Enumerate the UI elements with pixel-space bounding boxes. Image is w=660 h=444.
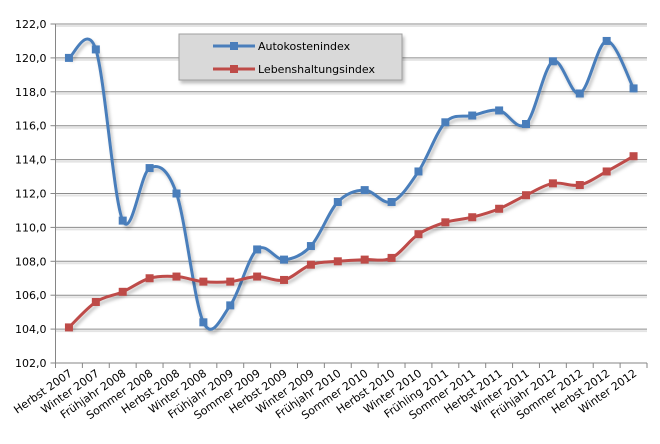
data-point-lebenshaltungsindex bbox=[548, 179, 557, 188]
data-point-lebenshaltungsindex bbox=[360, 255, 369, 264]
data-point-lebenshaltungsindex bbox=[280, 275, 289, 284]
data-point-autokostenindex bbox=[226, 301, 235, 310]
data-point-lebenshaltungsindex bbox=[333, 257, 342, 266]
y-tick-label: 114,0 bbox=[15, 154, 47, 167]
data-point-lebenshaltungsindex bbox=[602, 167, 611, 176]
data-point-lebenshaltungsindex bbox=[575, 181, 584, 190]
data-point-lebenshaltungsindex bbox=[629, 152, 638, 161]
legend-box bbox=[178, 33, 403, 81]
data-point-autokostenindex bbox=[172, 189, 181, 198]
legend-label-autokostenindex: Autokostenindex bbox=[258, 40, 351, 53]
data-point-autokostenindex bbox=[387, 197, 396, 206]
data-point-lebenshaltungsindex bbox=[172, 272, 181, 281]
data-point-autokostenindex bbox=[602, 36, 611, 45]
legend: Autokostenindex Lebenshaltungsindex bbox=[178, 33, 403, 81]
data-point-autokostenindex bbox=[360, 186, 369, 195]
data-point-autokostenindex bbox=[118, 216, 127, 225]
data-point-lebenshaltungsindex bbox=[414, 230, 423, 239]
data-point-lebenshaltungsindex bbox=[199, 277, 208, 286]
y-tick-label: 122,0 bbox=[15, 18, 47, 31]
y-tick-label: 110,0 bbox=[15, 221, 47, 234]
data-point-autokostenindex bbox=[548, 57, 557, 66]
data-point-lebenshaltungsindex bbox=[64, 323, 73, 332]
data-point-autokostenindex bbox=[575, 89, 584, 98]
data-point-lebenshaltungsindex bbox=[145, 274, 154, 283]
data-point-autokostenindex bbox=[629, 84, 638, 93]
legend-marker-autokostenindex bbox=[230, 42, 238, 50]
y-tick-label: 116,0 bbox=[15, 120, 47, 133]
data-point-autokostenindex bbox=[145, 164, 154, 173]
series-line-lebenshaltungsindex bbox=[67, 154, 635, 329]
data-point-lebenshaltungsindex bbox=[226, 277, 235, 286]
y-tick-label: 120,0 bbox=[15, 52, 47, 65]
y-tick-label: 106,0 bbox=[15, 289, 47, 302]
y-tick-label: 104,0 bbox=[15, 323, 47, 336]
data-point-autokostenindex bbox=[522, 120, 531, 129]
data-point-lebenshaltungsindex bbox=[306, 260, 315, 269]
data-point-autokostenindex bbox=[64, 53, 73, 62]
data-point-autokostenindex bbox=[468, 111, 477, 120]
legend-label-lebenshaltungsindex: Lebenshaltungsindex bbox=[258, 63, 375, 76]
legend-marker-lebenshaltungsindex bbox=[230, 65, 238, 73]
y-tick-label: 102,0 bbox=[15, 357, 47, 370]
data-point-autokostenindex bbox=[91, 45, 100, 54]
data-point-autokostenindex bbox=[441, 118, 450, 127]
data-point-lebenshaltungsindex bbox=[91, 297, 100, 306]
data-point-lebenshaltungsindex bbox=[118, 287, 127, 296]
data-point-autokostenindex bbox=[333, 197, 342, 206]
data-point-lebenshaltungsindex bbox=[468, 213, 477, 222]
data-point-autokostenindex bbox=[306, 242, 315, 251]
data-point-lebenshaltungsindex bbox=[441, 218, 450, 227]
data-point-autokostenindex bbox=[199, 318, 208, 327]
data-point-autokostenindex bbox=[414, 167, 423, 176]
data-point-lebenshaltungsindex bbox=[253, 272, 262, 281]
data-point-autokostenindex bbox=[495, 106, 504, 115]
data-point-lebenshaltungsindex bbox=[495, 204, 504, 213]
data-point-lebenshaltungsindex bbox=[522, 191, 531, 200]
y-tick-label: 118,0 bbox=[15, 86, 47, 99]
y-tick-label: 112,0 bbox=[15, 188, 47, 201]
y-tick-label: 108,0 bbox=[15, 255, 47, 268]
data-point-autokostenindex bbox=[280, 255, 289, 264]
data-point-lebenshaltungsindex bbox=[387, 253, 396, 262]
data-point-autokostenindex bbox=[253, 245, 262, 254]
